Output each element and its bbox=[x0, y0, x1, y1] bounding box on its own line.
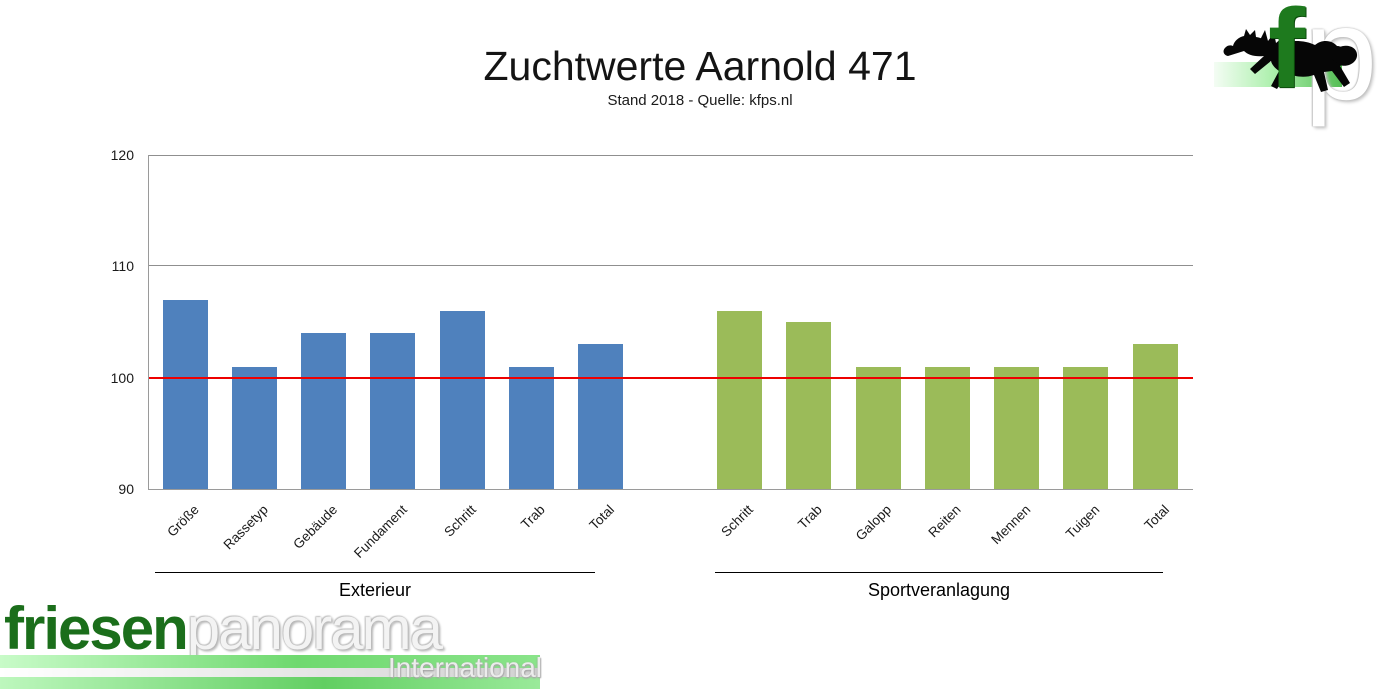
plot-area bbox=[148, 155, 1193, 490]
category-label: Tuigen bbox=[1063, 502, 1103, 542]
wordmark-panorama: panorama bbox=[186, 595, 443, 662]
y-tick-label-120: 120 bbox=[110, 147, 134, 163]
group-label: Exterieur bbox=[338, 580, 412, 600]
category-label: Gebäude bbox=[290, 502, 341, 552]
gridline-120 bbox=[149, 155, 1193, 156]
wordmark-international: International bbox=[387, 652, 542, 683]
friesenpanorama-wordmark: friesenpanorama International bbox=[0, 598, 560, 700]
bar-exterieur-gebäude bbox=[301, 333, 347, 489]
group-label: Sportveranlagung bbox=[867, 580, 1011, 600]
category-label: Mennen bbox=[988, 502, 1034, 548]
category-label: Schritt bbox=[718, 502, 757, 540]
y-axis: 90 100 110 120 bbox=[86, 147, 134, 497]
bar-sportveranlagung-reiten bbox=[924, 366, 970, 489]
bar-sportveranlagung-galopp bbox=[855, 366, 901, 489]
stripe-green-bottom bbox=[0, 677, 540, 689]
category-label: Reiten bbox=[925, 502, 964, 541]
bar-exterieur-total bbox=[578, 344, 624, 489]
category-label: Rassetyp bbox=[220, 502, 271, 553]
group-underline: Sportveranlagung bbox=[715, 572, 1163, 601]
y-tick-label-90: 90 bbox=[118, 481, 134, 497]
bar-exterieur-größe bbox=[162, 299, 208, 489]
stripe-green-top bbox=[0, 655, 540, 668]
bar-sportveranlagung-total bbox=[1132, 344, 1178, 489]
friesenpanorama-logo-mark: p f bbox=[1212, 0, 1392, 128]
wordmark-text: friesenpanorama bbox=[4, 595, 443, 662]
category-label: Total bbox=[586, 502, 618, 533]
stripe-gray-middle bbox=[0, 668, 540, 677]
y-tick-label-110: 110 bbox=[111, 258, 134, 275]
reference-line-100 bbox=[149, 376, 1193, 379]
chart-subtitle: Stand 2018 - Quelle: kfps.nl bbox=[607, 92, 793, 110]
bar-exterieur-rassetyp bbox=[231, 366, 277, 489]
bar-sportveranlagung-mennen bbox=[994, 366, 1040, 489]
horse-icon bbox=[1223, 29, 1358, 92]
category-label: Schritt bbox=[441, 502, 479, 540]
wordmark-friesen: friesen bbox=[4, 595, 189, 662]
bar-exterieur-trab bbox=[509, 366, 554, 489]
gridline-110 bbox=[149, 265, 1193, 267]
category-label: Fundament bbox=[350, 502, 410, 561]
category-label: Trab bbox=[518, 502, 549, 532]
group-underline: Exterieur bbox=[155, 572, 595, 601]
category-label: Galopp bbox=[853, 502, 895, 544]
category-label: Trab bbox=[795, 502, 826, 532]
bar-exterieur-schritt bbox=[439, 310, 485, 489]
bar-sportveranlagung-tuigen bbox=[1063, 366, 1109, 489]
category-label: Total bbox=[1141, 502, 1172, 533]
chart-header: Zuchtwerte Aarnold 471 Stand 2018 - Quel… bbox=[0, 43, 1400, 110]
wordmark-stripes bbox=[0, 655, 540, 689]
bar-sportveranlagung-schritt bbox=[716, 310, 762, 489]
bar-chart: 90 100 110 120 Größe Rassetyp Gebäude Fundamen… bbox=[111, 147, 1193, 600]
category-label: Größe bbox=[163, 502, 202, 540]
y-tick-label-100: 100 bbox=[110, 369, 134, 386]
logo-letter-f: f bbox=[1268, 0, 1306, 111]
x-axis: Größe Rassetyp Gebäude Fundament Schritt Trab… bbox=[148, 490, 1192, 650]
chart-title: Zuchtwerte Aarnold 471 bbox=[483, 43, 917, 89]
bar-exterieur-fundament bbox=[370, 333, 416, 489]
bar-sportveranlagung-trab bbox=[786, 322, 832, 489]
